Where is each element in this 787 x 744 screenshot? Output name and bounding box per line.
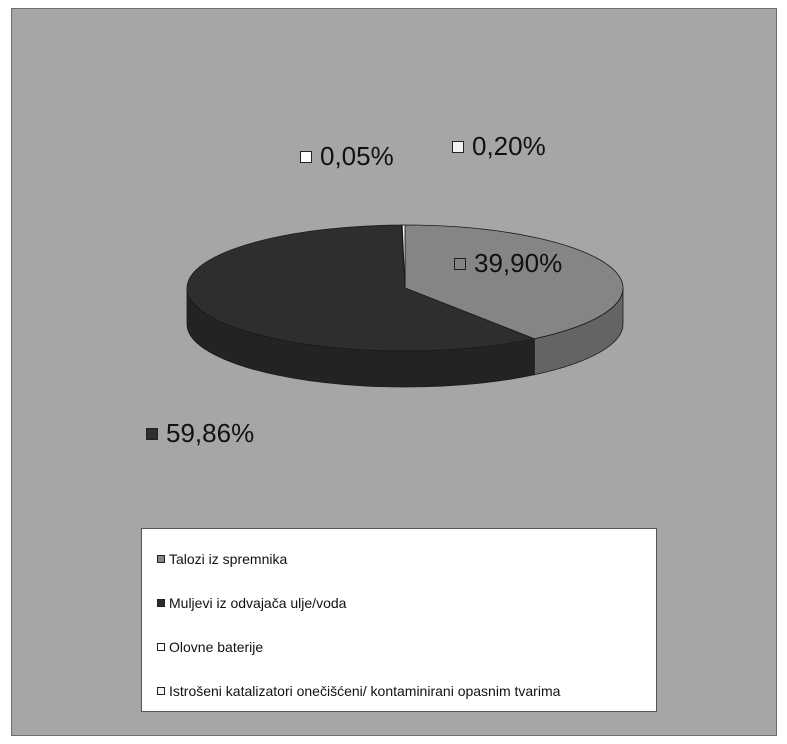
legend-swatch: [157, 599, 165, 607]
legend-item-olovne-baterije: Olovne baterije: [157, 625, 656, 669]
legend-label: Talozi iz spremnika: [169, 551, 288, 567]
data-label-key: [454, 257, 466, 270]
legend: Talozi iz spremnika Muljevi iz odvajača …: [141, 528, 657, 712]
legend-item-talozi: Talozi iz spremnika: [157, 537, 656, 581]
legend-label: Muljevi iz odvajača ulje/voda: [169, 595, 347, 611]
data-label-text: 39,90%: [474, 248, 563, 278]
pie-slice-istroseni-katalizatori: [401, 224, 406, 289]
pie-tops: [186, 224, 624, 352]
data-label-key: [452, 140, 464, 153]
data-label-key: [300, 150, 312, 163]
data-label-muljevi: 59,86%: [146, 418, 254, 449]
legend-item-muljevi: Muljevi iz odvajača ulje/voda: [157, 581, 656, 625]
data-label-talozi-iz-spremnika: 39,90%: [454, 248, 562, 279]
legend-swatch: [157, 643, 165, 651]
data-label-key: [146, 427, 158, 440]
legend-swatch: [157, 555, 165, 563]
pie-slice-talozi: [404, 224, 624, 340]
data-label-istroseni-katalizatori: 0,20%: [452, 131, 546, 162]
legend-label: Olovne baterije: [169, 639, 264, 655]
pie-slice-muljevi: [186, 224, 536, 352]
legend-item-istroseni-katalizatori: Istrošeni katalizatori onečišćeni/ konta…: [157, 669, 656, 713]
legend-label: Istrošeni katalizatori onečišćeni/ konta…: [169, 683, 561, 699]
data-label-olovne-baterije: 0,05%: [300, 141, 394, 172]
data-label-text: 0,20%: [472, 131, 546, 161]
legend-swatch: [157, 687, 165, 695]
data-label-text: 0,05%: [320, 141, 394, 171]
data-label-text: 59,86%: [166, 418, 255, 448]
